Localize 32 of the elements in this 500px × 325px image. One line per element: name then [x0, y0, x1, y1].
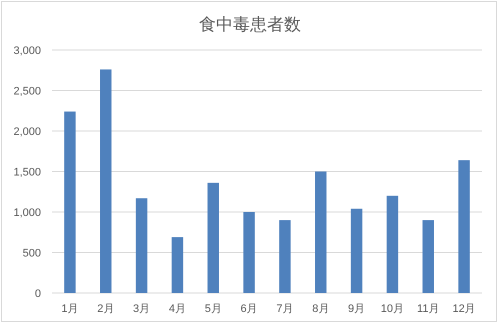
bar: [208, 182, 219, 293]
bar: [458, 160, 470, 293]
x-tick-label: 1月: [61, 303, 78, 315]
y-tick-label: 2,500: [13, 86, 41, 98]
x-tick-label: 12月: [452, 303, 476, 315]
x-tick-label: 5月: [204, 303, 222, 315]
x-tick-label: 3月: [133, 303, 150, 315]
y-tick-label: 2,000: [13, 126, 41, 138]
y-tick-label: 1,500: [13, 166, 41, 178]
chart-title: 食中毒患者数: [199, 15, 301, 34]
bar: [279, 220, 291, 293]
x-tick-label: 4月: [168, 303, 186, 315]
x-tick-label: 11月: [417, 303, 440, 315]
bar: [243, 212, 255, 293]
x-tick-label: 2月: [97, 303, 114, 315]
x-tick-label: 7月: [276, 303, 294, 315]
x-tick-label: 6月: [240, 303, 258, 315]
x-tick-label: 8月: [312, 303, 330, 315]
y-tick-label: 500: [22, 248, 41, 260]
bar: [386, 196, 398, 293]
bar: [315, 172, 326, 293]
x-tick-label: 10月: [380, 303, 404, 315]
bar: [136, 198, 148, 293]
x-tick-label: 9月: [348, 303, 366, 315]
bar: [100, 69, 112, 293]
bar: [422, 220, 434, 293]
y-tick-label: 1,000: [13, 207, 41, 219]
bar: [64, 112, 76, 293]
y-tick-label: 3,000: [13, 45, 41, 57]
bar: [172, 237, 184, 293]
y-tick-label: 0: [34, 288, 41, 300]
bar: [350, 208, 362, 293]
